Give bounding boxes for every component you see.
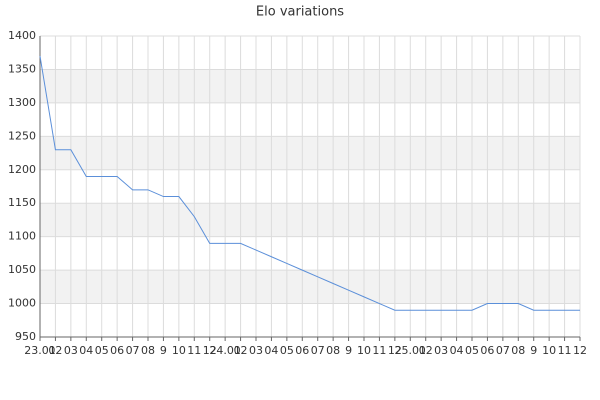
y-tick-label: 950	[15, 330, 36, 343]
y-tick-label: 1300	[8, 96, 36, 109]
x-tick-label: 05	[465, 344, 479, 357]
y-tick-label: 1000	[8, 297, 36, 310]
x-tick-label: 02	[48, 344, 62, 357]
x-tick-label: 10	[542, 344, 556, 357]
x-tick-label: 07	[311, 344, 325, 357]
y-tick-label: 1200	[8, 163, 36, 176]
y-tick-label: 1150	[8, 196, 36, 209]
x-tick-label: 06	[480, 344, 494, 357]
band	[40, 69, 580, 103]
x-tick-label: 24.01	[209, 344, 241, 357]
x-tick-label: 04	[264, 344, 278, 357]
x-tick-label: 9	[345, 344, 352, 357]
x-tick-label: 05	[280, 344, 294, 357]
band	[40, 136, 580, 170]
x-tick-label: 08	[511, 344, 525, 357]
x-tick-label: 07	[496, 344, 510, 357]
x-tick-label: 04	[79, 344, 93, 357]
x-tick-label: 25.01	[395, 344, 427, 357]
y-tick-label: 1100	[8, 230, 36, 243]
x-tick-label: 10	[172, 344, 186, 357]
x-tick-label: 11	[187, 344, 201, 357]
x-tick-label: 10	[357, 344, 371, 357]
x-tick-label: 23.01	[24, 344, 56, 357]
line	[39, 55, 580, 311]
x-tick-label: 05	[95, 344, 109, 357]
x-tick-label: 08	[141, 344, 155, 357]
x-tick-label: 07	[126, 344, 140, 357]
x-tick-label: 11	[558, 344, 572, 357]
band	[40, 203, 580, 237]
x-tick-label: 12	[573, 344, 587, 357]
y-tick-label: 1050	[8, 263, 36, 276]
x-tick-label: 02	[234, 344, 248, 357]
x-tick-label: 03	[434, 344, 448, 357]
x-tick-label: 04	[450, 344, 464, 357]
x-tick-label: 12	[203, 344, 217, 357]
x-tick-label: 9	[160, 344, 167, 357]
band	[40, 270, 580, 304]
chart-title: Elo variations	[256, 5, 344, 20]
y-tick-label: 1250	[8, 129, 36, 142]
x-tick-label: 02	[419, 344, 433, 357]
x-tick-label: 03	[249, 344, 263, 357]
x-tick-label: 12	[388, 344, 402, 357]
x-tick-label: 9	[530, 344, 537, 357]
x-tick-label: 03	[64, 344, 78, 357]
y-tick-label: 1350	[8, 62, 36, 75]
y-tick-label: 1400	[8, 29, 36, 42]
x-tick-label: 06	[295, 344, 309, 357]
x-tick-label: 08	[326, 344, 340, 357]
x-tick-label: 06	[110, 344, 124, 357]
x-tick-label: 11	[372, 344, 386, 357]
